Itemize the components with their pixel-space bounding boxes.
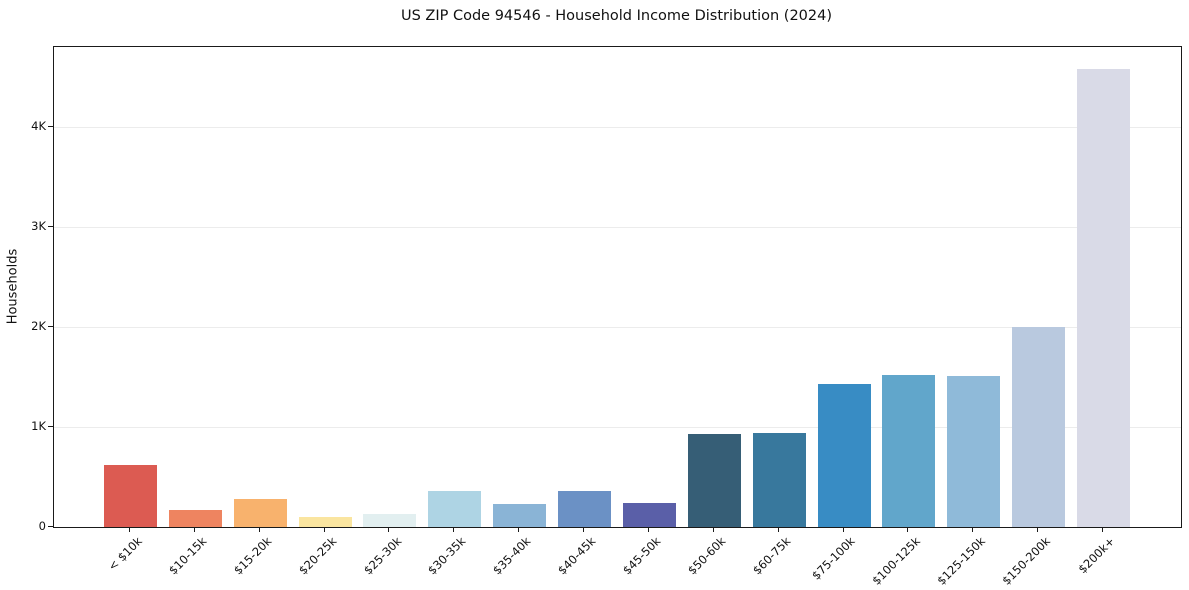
x-tick-label: $15-20k — [230, 534, 275, 578]
x-tick-label: $150-200k — [998, 534, 1053, 588]
bar-$35-40k — [493, 503, 547, 527]
x-tick-label: $100-125k — [869, 534, 923, 588]
bar-$15-20k — [233, 498, 287, 527]
x-tick-mark — [258, 527, 260, 532]
x-tick-label: $45-50k — [619, 534, 664, 578]
y-tick-label: 1K — [31, 419, 46, 433]
x-tick-label: $200k+ — [1075, 534, 1118, 577]
x-tick-label: $50-60k — [684, 534, 729, 578]
x-tick-mark — [583, 527, 585, 532]
x-tick-mark — [129, 527, 130, 532]
y-tick-mark — [48, 125, 53, 127]
bar-$125-150k — [947, 376, 1001, 527]
x-tick-mark — [712, 527, 714, 532]
bar-$100-125k — [882, 375, 936, 527]
x-tick-label: $60-75k — [749, 534, 794, 578]
bar-$25-30k — [363, 513, 417, 527]
gridline — [54, 126, 1181, 128]
y-tick-mark — [48, 225, 53, 227]
plot-area — [53, 46, 1182, 528]
y-tick-mark — [48, 325, 53, 327]
x-tick-mark — [1037, 527, 1039, 532]
x-tick-label: $10-15k — [165, 534, 210, 578]
y-tick-mark — [48, 425, 53, 427]
x-tick-label: $40-45k — [555, 534, 599, 578]
x-tick-mark — [972, 527, 974, 532]
bar-$45-50k — [622, 503, 676, 527]
x-tick-mark — [842, 527, 844, 532]
x-tick-mark — [193, 527, 195, 532]
x-tick-mark — [1102, 527, 1104, 532]
x-tick-label: $125-150k — [933, 534, 988, 588]
y-tick-label: 2K — [31, 319, 46, 333]
bar-< $10k — [104, 465, 157, 527]
chart-title: US ZIP Code 94546 - Household Income Dis… — [400, 8, 833, 24]
x-tick-mark — [388, 527, 390, 532]
bar-$200k+ — [1077, 69, 1131, 527]
x-tick-mark — [518, 527, 520, 532]
x-tick-label: $25-30k — [360, 534, 404, 578]
y-tick-label: 3K — [31, 219, 46, 233]
gridline — [54, 426, 1181, 428]
x-tick-label: < $10k — [104, 534, 145, 574]
x-tick-mark — [647, 527, 649, 532]
x-tick-label: $20-25k — [295, 534, 340, 578]
bar-$20-25k — [298, 517, 352, 527]
x-tick-mark — [323, 527, 325, 532]
gridline — [54, 326, 1181, 328]
bar-$150-200k — [1012, 327, 1066, 527]
bar-$60-75k — [752, 433, 806, 527]
x-tick-label: $35-40k — [490, 534, 534, 578]
x-tick-mark — [777, 527, 779, 532]
x-tick-mark — [453, 527, 455, 532]
x-tick-mark — [907, 527, 909, 532]
bar-$50-60k — [687, 434, 741, 527]
bar-$75-100k — [817, 384, 871, 527]
y-tick-label: 0 — [38, 519, 46, 533]
y-tick-label: 4K — [31, 119, 46, 133]
x-tick-label: $75-100k — [809, 534, 858, 583]
bar-$10-15k — [168, 509, 222, 527]
x-tick-label: $30-35k — [425, 534, 469, 578]
bar-$30-35k — [428, 491, 482, 527]
y-tick-mark — [48, 525, 53, 527]
bar-$40-45k — [558, 491, 612, 527]
gridline — [54, 226, 1181, 228]
